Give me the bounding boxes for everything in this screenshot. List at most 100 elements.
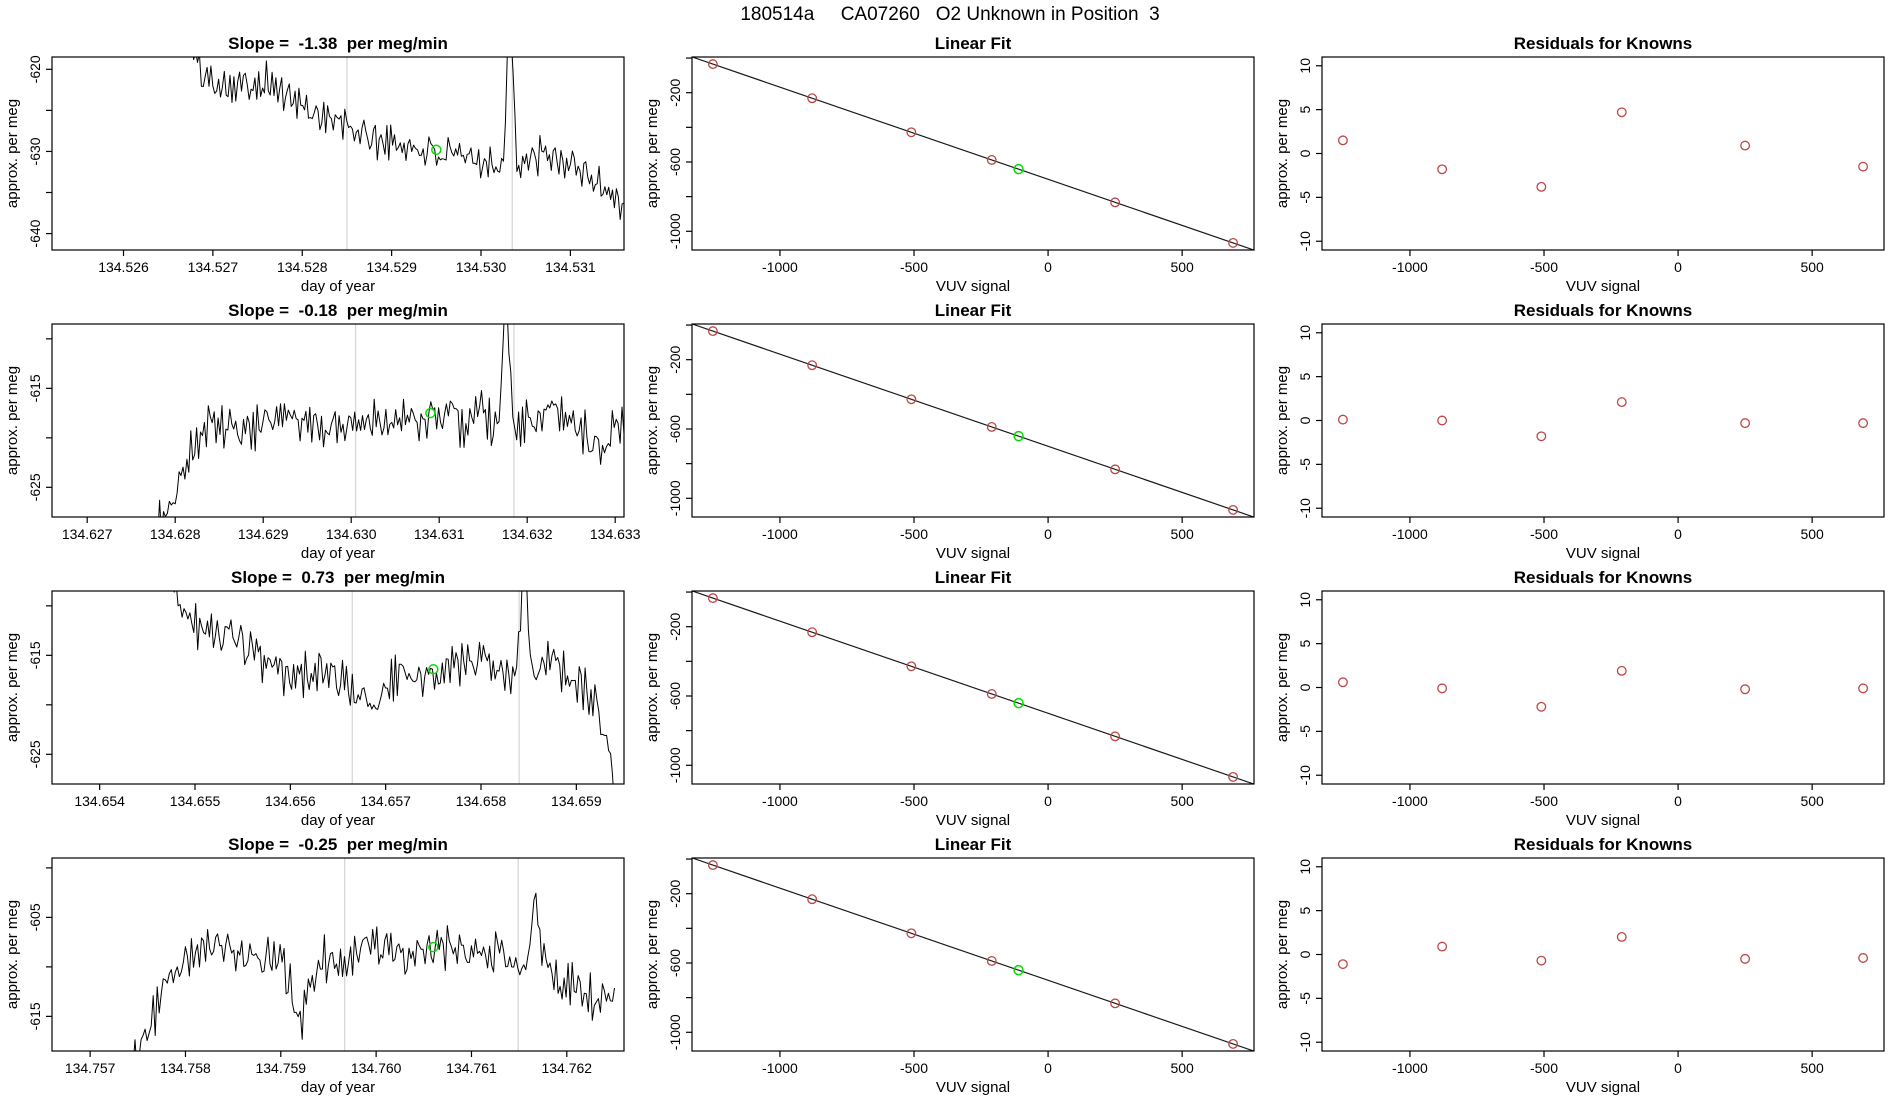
svg-text:-10: -10	[1297, 1032, 1313, 1052]
svg-text:134.531: 134.531	[545, 259, 596, 275]
svg-text:-1000: -1000	[762, 793, 798, 809]
svg-text:0: 0	[1297, 149, 1313, 157]
svg-text:approx. per meg: approx. per meg	[644, 366, 661, 475]
svg-text:134.529: 134.529	[366, 259, 417, 275]
svg-text:5: 5	[1297, 907, 1313, 915]
svg-text:-600: -600	[667, 148, 683, 176]
svg-text:VUV signal: VUV signal	[1566, 545, 1640, 562]
svg-text:VUV signal: VUV signal	[1566, 1079, 1640, 1096]
svg-text:-1000: -1000	[667, 747, 683, 783]
svg-text:approx. per meg: approx. per meg	[4, 900, 21, 1009]
svg-text:-600: -600	[667, 949, 683, 977]
svg-text:day of year: day of year	[301, 1079, 375, 1096]
svg-text:0: 0	[1297, 416, 1313, 424]
svg-text:-500: -500	[900, 526, 928, 542]
svg-text:-615: -615	[27, 641, 43, 669]
svg-text:approx. per meg: approx. per meg	[644, 633, 661, 742]
svg-text:-625: -625	[27, 740, 43, 768]
svg-text:VUV signal: VUV signal	[936, 1079, 1010, 1096]
svg-text:day of year: day of year	[301, 278, 375, 295]
residuals-plot-row-2: -1000 -500 0 500 -10 -5 0 5 10 Residuals for Know…	[1274, 301, 1885, 562]
svg-text:Slope = -0.25 per meg/min: Slope = -0.25 per meg/min	[228, 835, 448, 854]
svg-text:Linear Fit: Linear Fit	[935, 301, 1012, 320]
svg-text:approx. per meg: approx. per meg	[644, 900, 661, 1009]
svg-text:VUV signal: VUV signal	[936, 278, 1010, 295]
svg-text:-5: -5	[1297, 458, 1313, 471]
svg-text:134.654: 134.654	[74, 793, 125, 809]
svg-text:-600: -600	[667, 682, 683, 710]
timeseries-plot-row-4: 134.757 134.758 134.759 134.760 134.761 134.7…	[4, 835, 625, 1096]
svg-text:-200: -200	[667, 345, 683, 373]
svg-text:500: 500	[1800, 526, 1824, 542]
svg-text:VUV signal: VUV signal	[936, 812, 1010, 829]
svg-text:day of year: day of year	[301, 812, 375, 829]
svg-text:10: 10	[1297, 592, 1313, 608]
svg-text:134.761: 134.761	[446, 1060, 497, 1076]
linear-fit-plot-row-1: -1000 -500 0 500 -200 -600 -1000 Linear Fit VUV …	[644, 34, 1255, 295]
residuals-plot-row-4: -1000 -500 0 500 -10 -5 0 5 10 Residuals for Know…	[1274, 835, 1885, 1096]
svg-text:VUV signal: VUV signal	[1566, 278, 1640, 295]
svg-text:approx. per meg: approx. per meg	[4, 633, 21, 742]
svg-text:-1000: -1000	[667, 480, 683, 516]
svg-text:-200: -200	[667, 879, 683, 907]
linear-fit-plot-row-4: -1000 -500 0 500 -200 -600 -1000 Linear Fit VUV …	[644, 835, 1255, 1096]
svg-text:0: 0	[1297, 683, 1313, 691]
svg-text:Slope = 0.73 per meg/min: Slope = 0.73 per meg/min	[231, 568, 445, 587]
svg-text:-1000: -1000	[762, 1060, 798, 1076]
svg-text:0: 0	[1044, 1060, 1052, 1076]
svg-text:134.527: 134.527	[188, 259, 239, 275]
svg-text:500: 500	[1800, 259, 1824, 275]
svg-text:-500: -500	[1530, 259, 1558, 275]
timeseries-plot-row-2: 134.627 134.628 134.629 134.630 134.631 134.6…	[4, 301, 640, 562]
svg-text:0: 0	[1674, 259, 1682, 275]
svg-text:Residuals for Knowns: Residuals for Knowns	[1514, 301, 1693, 320]
svg-text:134.757: 134.757	[65, 1060, 116, 1076]
svg-text:134.759: 134.759	[255, 1060, 306, 1076]
svg-text:134.526: 134.526	[98, 259, 149, 275]
svg-text:-1000: -1000	[1392, 793, 1428, 809]
svg-text:-500: -500	[900, 793, 928, 809]
timeseries-plot-row-1: 134.526 134.527 134.528 134.529 134.530 134.5…	[4, 34, 625, 295]
residuals-plot-row-1: -1000 -500 0 500 -10 -5 0 5 10 Residuals for Know…	[1274, 34, 1885, 295]
svg-text:-1000: -1000	[1392, 526, 1428, 542]
svg-text:VUV signal: VUV signal	[936, 545, 1010, 562]
svg-text:-500: -500	[1530, 793, 1558, 809]
svg-text:-1000: -1000	[1392, 259, 1428, 275]
svg-text:-640: -640	[27, 219, 43, 247]
svg-text:Slope = -0.18 per meg/min: Slope = -0.18 per meg/min	[228, 301, 448, 320]
svg-text:134.656: 134.656	[265, 793, 316, 809]
svg-text:500: 500	[1170, 1060, 1194, 1076]
svg-text:approx. per meg: approx. per meg	[1274, 900, 1291, 1009]
svg-text:Residuals for Knowns: Residuals for Knowns	[1514, 568, 1693, 587]
residuals-plot-row-3: -1000 -500 0 500 -10 -5 0 5 10 Residuals for Know…	[1274, 568, 1885, 829]
svg-text:134.659: 134.659	[551, 793, 602, 809]
svg-text:500: 500	[1800, 1060, 1824, 1076]
svg-text:-5: -5	[1297, 191, 1313, 204]
svg-text:approx. per meg: approx. per meg	[4, 366, 21, 475]
svg-text:0: 0	[1297, 950, 1313, 958]
svg-text:-5: -5	[1297, 992, 1313, 1005]
svg-text:5: 5	[1297, 106, 1313, 114]
svg-text:-1000: -1000	[667, 1014, 683, 1050]
svg-text:134.657: 134.657	[360, 793, 411, 809]
svg-text:Residuals for Knowns: Residuals for Knowns	[1514, 34, 1693, 53]
svg-text:-625: -625	[27, 473, 43, 501]
svg-text:134.655: 134.655	[170, 793, 221, 809]
svg-text:-1000: -1000	[667, 213, 683, 249]
page-title: 180514a CA07260 O2 Unknown in Position 3	[740, 4, 1160, 25]
svg-text:0: 0	[1044, 259, 1052, 275]
svg-text:approx. per meg: approx. per meg	[644, 99, 661, 208]
svg-text:-630: -630	[27, 137, 43, 165]
svg-text:Linear Fit: Linear Fit	[935, 568, 1012, 587]
svg-text:10: 10	[1297, 859, 1313, 875]
svg-text:134.530: 134.530	[456, 259, 507, 275]
svg-text:134.658: 134.658	[456, 793, 507, 809]
svg-text:0: 0	[1674, 793, 1682, 809]
svg-text:134.630: 134.630	[326, 526, 377, 542]
plot-grid: 134.526 134.527 134.528 134.529 134.530 134.5…	[0, 30, 1900, 1098]
svg-text:-200: -200	[667, 78, 683, 106]
svg-text:500: 500	[1170, 259, 1194, 275]
svg-text:approx. per meg: approx. per meg	[1274, 633, 1291, 742]
svg-text:500: 500	[1170, 793, 1194, 809]
linear-fit-plot-row-3: -1000 -500 0 500 -200 -600 -1000 Linear Fit VUV …	[644, 568, 1255, 829]
